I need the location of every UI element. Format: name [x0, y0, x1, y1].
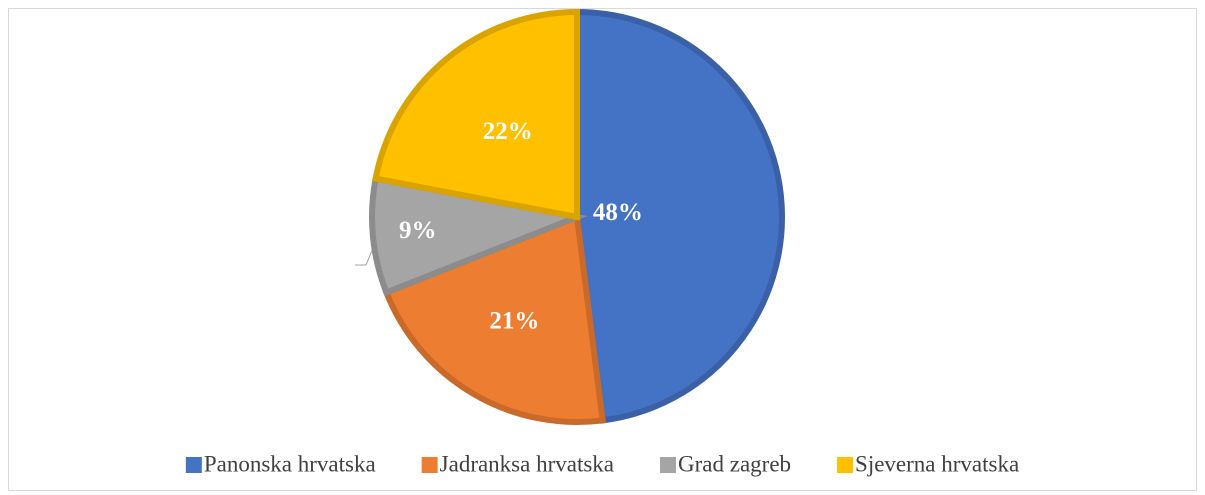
legend-label: Sjeverna hrvatska: [855, 451, 1019, 476]
legend-swatch: [837, 457, 854, 473]
data-label: 48%: [593, 199, 643, 226]
leader-line: [355, 245, 375, 266]
pie-slice: [574, 8, 786, 424]
pie-slice: [369, 175, 588, 297]
pie-slice: [372, 8, 580, 221]
legend-swatch: [185, 457, 202, 473]
legend-label: Jadranksa hrvatska: [440, 451, 614, 476]
pie-slice: [382, 212, 607, 425]
data-label: 9%: [399, 217, 437, 244]
legend-swatch: [660, 457, 677, 473]
data-label: 21%: [489, 308, 539, 335]
data-label: 22%: [483, 118, 533, 145]
legend-label: Panonska hrvatska: [204, 451, 376, 476]
legend-label: Grad zagreb: [678, 451, 791, 476]
legend-swatch: [421, 457, 438, 473]
